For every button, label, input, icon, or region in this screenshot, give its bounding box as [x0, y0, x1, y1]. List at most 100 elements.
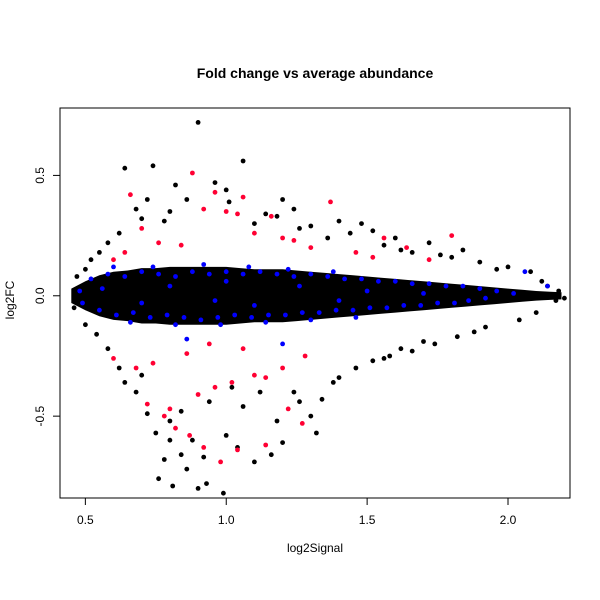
data-point [105, 271, 111, 277]
data-point [184, 466, 190, 472]
data-point [556, 288, 562, 294]
data-point [384, 305, 390, 311]
data-point [266, 312, 271, 318]
data-point [477, 286, 483, 291]
data-point [144, 411, 150, 417]
data-point [342, 276, 347, 282]
data-point [201, 445, 207, 450]
data-point [127, 192, 133, 198]
data-point [426, 257, 432, 263]
data-point [122, 380, 128, 385]
data-point [156, 271, 162, 277]
data-point [229, 380, 235, 385]
chart-title: Fold change vs average abundance [197, 65, 434, 81]
data-point [308, 223, 314, 229]
data-point [494, 266, 500, 272]
data-point [308, 245, 314, 251]
data-point [173, 425, 178, 431]
data-point [223, 209, 229, 214]
data-point [454, 334, 460, 340]
data-point [392, 278, 398, 284]
data-point [381, 242, 387, 248]
data-point [122, 250, 128, 255]
data-point [116, 230, 122, 236]
data-point [367, 305, 373, 311]
data-point [206, 271, 212, 277]
data-point [426, 281, 432, 287]
data-point [398, 247, 404, 253]
data-point [139, 269, 145, 275]
data-point [426, 240, 432, 246]
data-point [206, 341, 212, 347]
data-point [127, 319, 133, 325]
data-point [336, 218, 342, 224]
data-point [252, 221, 257, 227]
data-point [466, 298, 471, 303]
data-point [94, 331, 99, 337]
data-point [156, 240, 162, 246]
data-point [167, 406, 173, 412]
data-point [147, 315, 153, 320]
data-point [404, 245, 409, 251]
data-point [111, 257, 116, 263]
data-point [195, 392, 201, 397]
data-point [328, 199, 333, 205]
data-point [392, 235, 398, 241]
data-point [299, 310, 305, 315]
data-point [114, 312, 119, 318]
data-point [370, 358, 376, 364]
data-point [409, 281, 415, 287]
data-point [99, 286, 105, 291]
blue-points-series [77, 262, 550, 347]
data-point [297, 399, 302, 405]
data-point [167, 437, 173, 443]
data-point [333, 307, 339, 313]
data-point [139, 226, 145, 231]
data-point [291, 389, 297, 395]
data-point [308, 413, 314, 419]
data-point [297, 283, 302, 289]
data-point [252, 230, 257, 236]
data-point [387, 353, 393, 359]
data-point [133, 365, 139, 371]
data-point [376, 278, 381, 284]
data-point [545, 283, 550, 289]
data-point [330, 380, 336, 385]
data-point [139, 216, 145, 222]
data-point [184, 197, 190, 202]
data-point [460, 283, 466, 289]
data-point [181, 315, 187, 320]
data-point [201, 262, 207, 267]
data-point [80, 300, 85, 306]
data-point [316, 310, 322, 315]
data-point [229, 384, 235, 390]
data-point [528, 269, 533, 275]
data-point [97, 250, 102, 255]
data-point [184, 351, 190, 356]
data-point [201, 206, 207, 212]
data-point [178, 408, 184, 414]
data-point [438, 252, 443, 258]
data-point [432, 341, 438, 347]
data-point [83, 322, 88, 328]
data-point [533, 310, 539, 315]
data-point [268, 452, 274, 458]
data-point [150, 360, 156, 366]
data-point [477, 259, 483, 265]
data-point [435, 300, 440, 306]
data-point [122, 274, 128, 279]
data-point [130, 310, 136, 315]
data-point [173, 322, 178, 328]
data-point [283, 312, 288, 318]
data-point [359, 221, 364, 227]
data-point [150, 264, 156, 270]
data-point [223, 433, 229, 438]
data-point [308, 271, 314, 277]
data-point [111, 264, 116, 270]
data-point [285, 406, 291, 412]
data-point [190, 269, 195, 275]
data-point [150, 163, 156, 169]
data-point [449, 233, 455, 239]
data-point [505, 264, 511, 270]
data-point [170, 483, 176, 489]
